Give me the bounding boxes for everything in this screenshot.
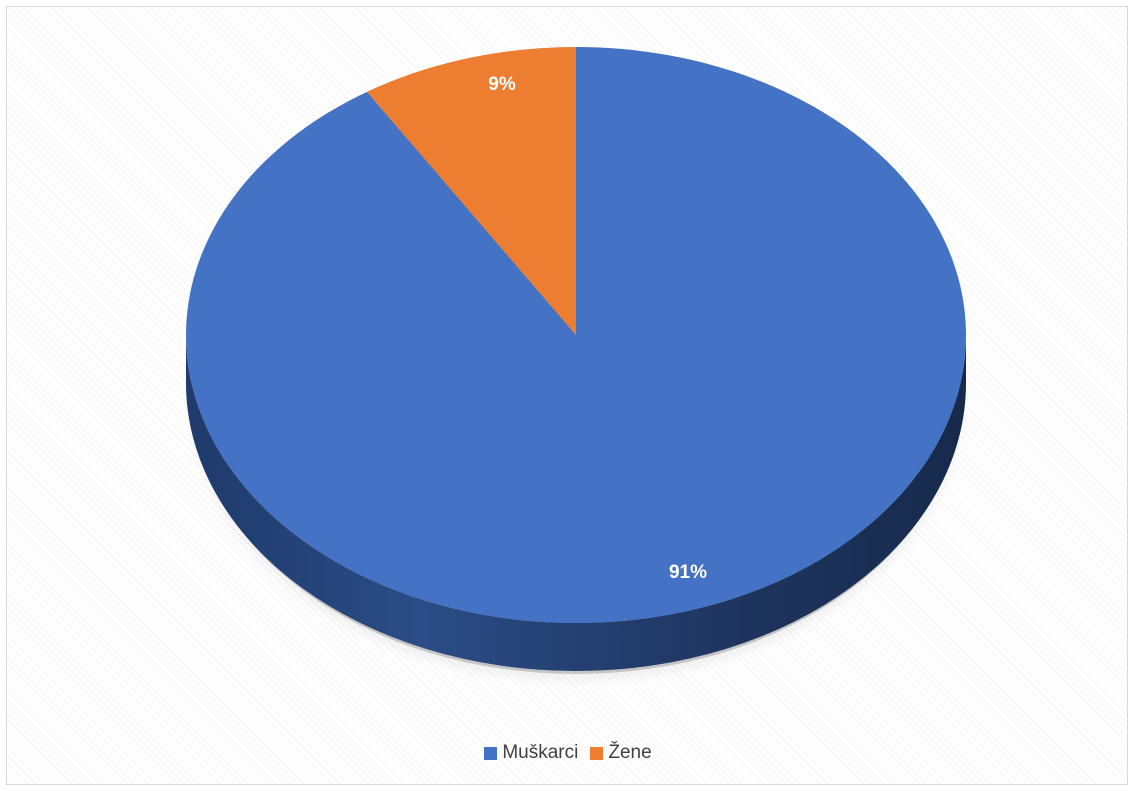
data-label-zene: 9% <box>488 74 516 95</box>
legend-label-muskarci: Muškarci <box>502 742 579 763</box>
pie-slice-zene <box>367 47 576 335</box>
pie-side-muskarci <box>186 335 966 671</box>
pie-slice-muskarci <box>185 47 966 623</box>
legend-swatch-muskarci <box>484 746 498 760</box>
data-label-muskarci: 91% <box>669 562 707 583</box>
legend-label-zene: Žene <box>608 742 652 763</box>
legend-item-zene: Žene <box>590 742 652 764</box>
legend-item-muskarci: Muškarci <box>484 742 578 764</box>
legend-swatch-zene <box>590 746 604 760</box>
legend: Muškarci Žene <box>0 742 1136 764</box>
